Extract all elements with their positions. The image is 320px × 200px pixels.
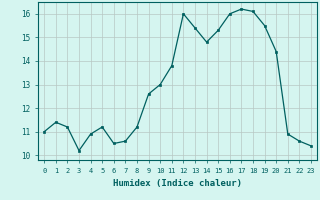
X-axis label: Humidex (Indice chaleur): Humidex (Indice chaleur): [113, 179, 242, 188]
